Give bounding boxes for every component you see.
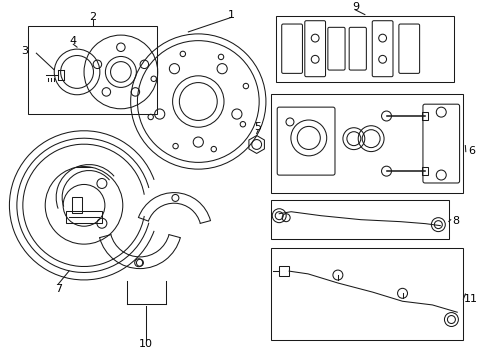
Bar	[28, 26, 157, 114]
Bar	[421, 167, 427, 175]
Text: 1: 1	[227, 10, 234, 20]
Text: 2: 2	[89, 12, 96, 22]
Bar	[66, 211, 102, 222]
Text: 8: 8	[451, 216, 459, 226]
Bar	[279, 266, 288, 276]
Text: 3: 3	[21, 46, 28, 56]
Bar	[271, 248, 463, 339]
Text: 11: 11	[463, 294, 477, 304]
Bar	[72, 197, 82, 213]
Bar	[421, 112, 427, 120]
Text: 5: 5	[254, 122, 261, 132]
Bar	[271, 94, 463, 193]
Text: 7: 7	[55, 284, 61, 294]
Bar	[276, 15, 453, 82]
Text: 10: 10	[139, 339, 153, 349]
Bar	[271, 200, 448, 239]
Text: 4: 4	[70, 36, 77, 46]
Text: 6: 6	[468, 146, 475, 156]
Text: 9: 9	[351, 2, 358, 12]
